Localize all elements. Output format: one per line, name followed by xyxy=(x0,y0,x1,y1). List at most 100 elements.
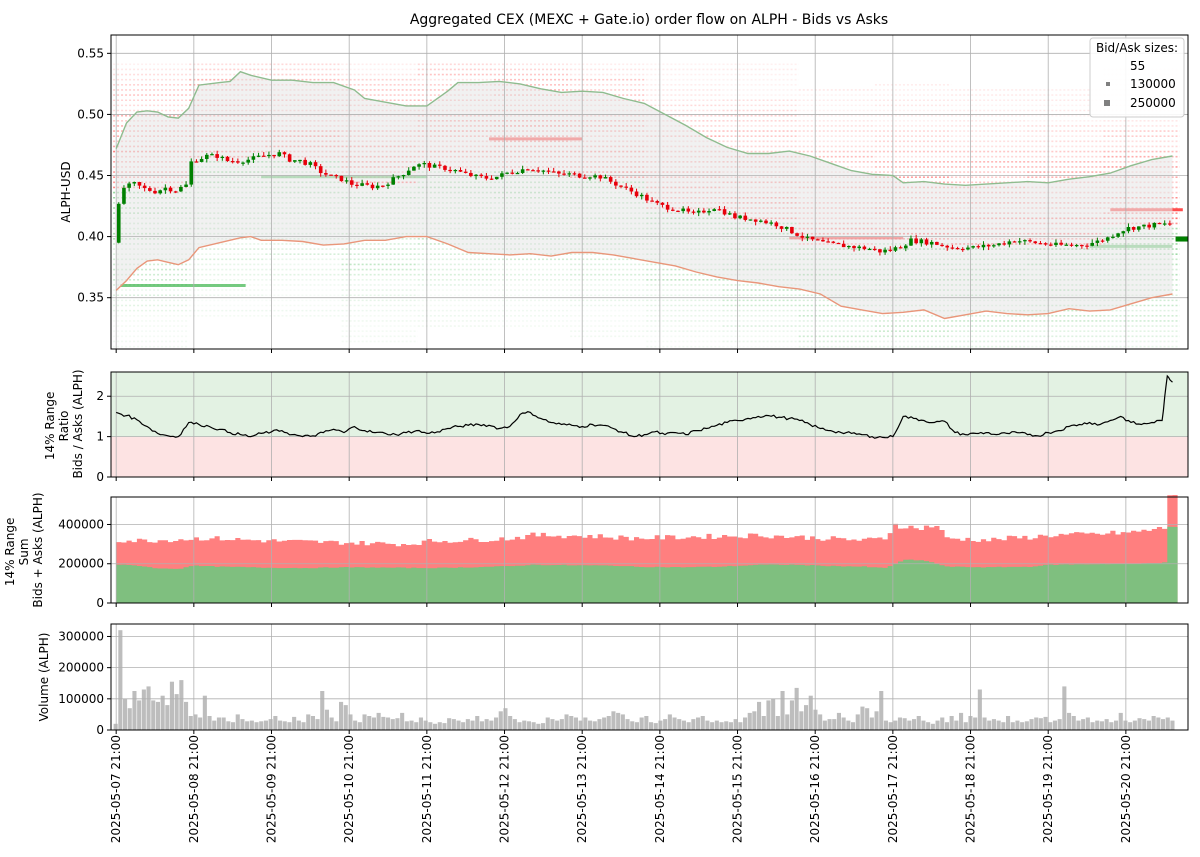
volume-bar xyxy=(179,680,184,730)
volume-bar xyxy=(498,711,503,730)
volume-bar xyxy=(963,722,968,730)
price-tick-label: 0.40 xyxy=(77,230,104,244)
candle-body xyxy=(971,246,975,248)
volume-bar xyxy=(944,722,949,730)
volume-bar xyxy=(409,720,414,730)
ratio-y-label-line: Ratio xyxy=(57,411,71,442)
volume-bar xyxy=(588,720,593,730)
volume-bar xyxy=(667,714,672,730)
candle-body xyxy=(1105,237,1110,241)
volume-bar xyxy=(879,691,884,730)
volume-bar xyxy=(479,721,484,730)
volume-bar xyxy=(634,722,639,730)
chart-title: Aggregated CEX (MEXC + Gate.io) order fl… xyxy=(410,12,888,28)
volume-bar xyxy=(663,719,668,730)
volume-bar xyxy=(912,719,917,730)
candle-body xyxy=(1157,222,1162,225)
candle-body xyxy=(246,159,251,163)
volume-bar xyxy=(714,720,719,730)
candle-body xyxy=(153,190,157,194)
candle-body xyxy=(293,160,297,162)
candle-body xyxy=(225,156,230,162)
x-tick-label: 2025-05-11 21:00 xyxy=(420,735,434,843)
x-tick-label: 2025-05-14 21:00 xyxy=(653,735,667,843)
x-tick-label: 2025-05-09 21:00 xyxy=(265,735,279,843)
candle-body xyxy=(308,162,313,165)
volume-bar xyxy=(559,719,564,730)
volume-bar xyxy=(564,714,569,730)
volume-bar xyxy=(207,716,212,730)
candle-body xyxy=(924,239,929,245)
volume-bar xyxy=(573,717,578,730)
candle-body xyxy=(826,241,830,243)
volume-bar xyxy=(1142,719,1147,730)
candle-body xyxy=(303,159,307,165)
candle-body xyxy=(116,203,121,243)
price-y-ticks: 0.35 0.40 0.45 0.50 0.55 xyxy=(77,46,111,305)
candle-body xyxy=(888,249,893,251)
candle-body xyxy=(520,169,525,173)
candle-body xyxy=(417,164,421,167)
candle-body xyxy=(189,161,194,185)
volume-bar xyxy=(226,721,231,730)
candle-body xyxy=(339,175,344,182)
volume-bar xyxy=(888,722,893,730)
volume-bar xyxy=(700,716,705,730)
candle-body xyxy=(494,176,499,180)
candle-body xyxy=(1116,233,1120,237)
volume-bar xyxy=(926,722,931,730)
volume-bar xyxy=(404,721,409,730)
ratio-y-label-line: Bids / Asks (ALPH) xyxy=(71,369,85,478)
volume-bar xyxy=(921,720,926,730)
candle-body xyxy=(914,238,918,244)
volume-bar xyxy=(188,716,193,730)
candle-body xyxy=(1017,241,1022,243)
volume-bar xyxy=(461,722,466,730)
volume-bar xyxy=(127,708,132,730)
volume-bar xyxy=(1128,722,1133,730)
volume-bar xyxy=(771,698,776,730)
volume-bars xyxy=(113,630,1175,730)
volume-bar xyxy=(386,717,391,730)
volume-bar xyxy=(747,712,752,730)
candle-body xyxy=(500,173,504,177)
candle-body xyxy=(194,161,199,163)
volume-bar xyxy=(733,719,738,730)
volume-bar xyxy=(165,705,170,730)
volume-bar xyxy=(1057,719,1062,730)
volume-tick-label: 0 xyxy=(96,723,104,737)
volume-bar xyxy=(719,722,724,730)
price-tick-label: 0.55 xyxy=(77,46,104,60)
volume-bar xyxy=(371,717,376,730)
volume-bar xyxy=(268,719,273,730)
candle-body xyxy=(1090,242,1095,246)
candle-body xyxy=(551,171,556,173)
candle-body xyxy=(862,246,867,250)
volume-bar xyxy=(174,694,179,730)
volume-bar xyxy=(625,719,630,730)
volume-bar xyxy=(865,708,870,730)
volume-bar xyxy=(550,719,555,730)
volume-bar xyxy=(724,721,729,730)
volume-bar xyxy=(1020,722,1025,730)
candle-body xyxy=(329,174,333,176)
candle-body xyxy=(769,222,773,224)
candle-body xyxy=(712,209,717,212)
price-y-label: ALPH-USD xyxy=(59,161,73,222)
price-grid xyxy=(111,35,1188,349)
candle-body xyxy=(453,169,458,172)
volume-bar xyxy=(517,722,522,730)
volume-tick-label: 300000 xyxy=(58,629,104,643)
candle-body xyxy=(272,154,276,157)
bids-area xyxy=(116,526,1178,603)
x-tick-label: 2025-05-12 21:00 xyxy=(498,735,512,843)
candle-body xyxy=(432,164,437,168)
candle-body xyxy=(790,226,794,234)
volume-bar xyxy=(987,720,992,730)
legend-marker-large xyxy=(1104,100,1110,106)
volume-bar xyxy=(935,720,940,730)
candle-body xyxy=(966,247,970,250)
volume-panel-border xyxy=(110,623,1189,731)
sum-tick-label: 200000 xyxy=(58,557,104,571)
volume-bar xyxy=(897,717,902,730)
